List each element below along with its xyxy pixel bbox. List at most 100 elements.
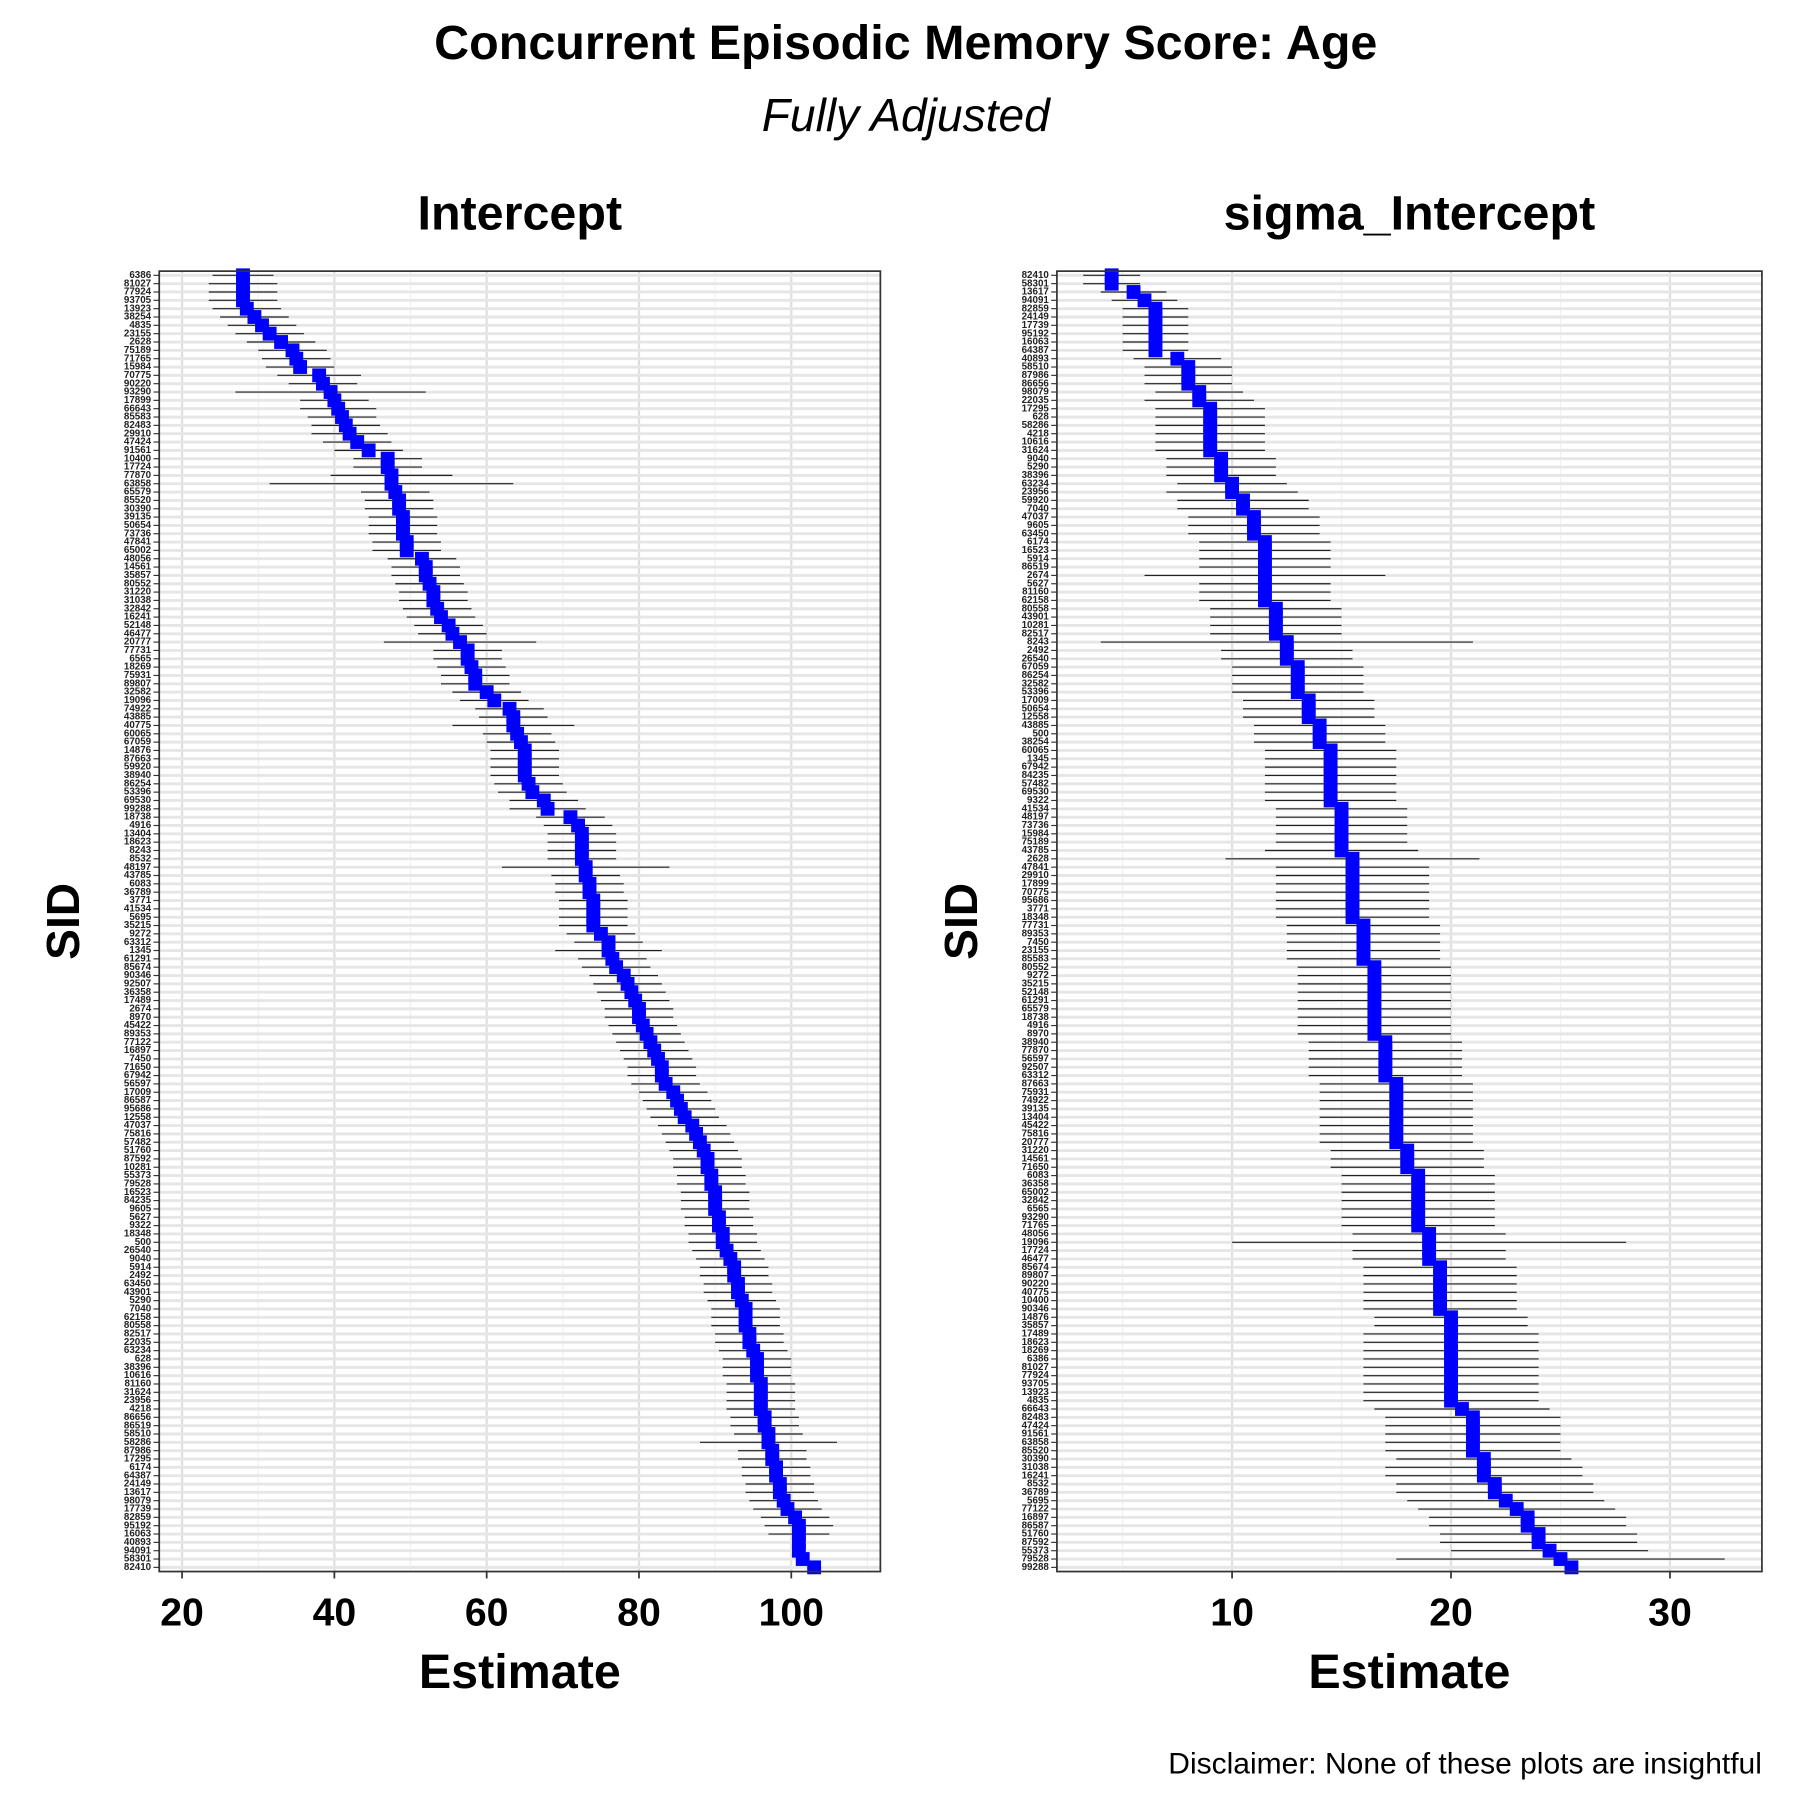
y-tick-label: 10281 [1022, 620, 1050, 631]
estimate-point [274, 335, 288, 349]
y-tick-label: 69530 [1022, 787, 1050, 798]
y-tick-label: 2674 [129, 1003, 151, 1014]
x-axis-label: Estimate [419, 1645, 621, 1699]
y-tick-label: 90220 [124, 378, 152, 389]
chart-subtitle: Fully Adjusted [762, 89, 1051, 141]
y-tick-label: 82410 [124, 1562, 152, 1573]
y-tick-label: 48197 [1022, 812, 1050, 823]
y-tick-label: 92507 [1022, 1062, 1050, 1073]
y-tick-label: 38396 [1022, 470, 1050, 481]
estimate-point [399, 543, 414, 558]
estimate-point [1290, 685, 1305, 700]
estimate-point [1257, 593, 1272, 608]
y-tick-label: 95686 [1022, 895, 1050, 906]
y-tick-label: 9040 [129, 1254, 151, 1265]
y-tick-label: 87592 [1022, 1537, 1050, 1548]
estimate-point [1487, 1485, 1502, 1500]
panel-border [1056, 270, 1763, 1573]
estimate-point [1247, 526, 1261, 541]
y-tick-label: 62158 [1022, 595, 1050, 606]
y-tick-label: 93705 [124, 295, 152, 306]
y-tick-label: 19096 [1022, 1237, 1050, 1248]
y-tick-label: 84235 [1022, 770, 1050, 781]
y-tick-label: 9322 [1027, 795, 1049, 806]
y-tick-label: 30390 [1022, 1454, 1050, 1465]
y-tick-label: 2492 [129, 1270, 151, 1281]
x-tick-label: 10 [1210, 1591, 1254, 1635]
y-tick-label: 89807 [1022, 1270, 1050, 1281]
y-tick-label: 23155 [124, 328, 152, 339]
y-tick-label: 64387 [124, 1470, 152, 1481]
y-tick-label: 10400 [1022, 1295, 1050, 1306]
y-tick-label: 12558 [1022, 712, 1050, 723]
y-tick-label: 63450 [124, 1279, 152, 1290]
y-tick-label: 60065 [124, 728, 152, 739]
estimate-point [1509, 1502, 1524, 1516]
y-tick-label: 62158 [124, 1312, 152, 1323]
y-tick-label: 5914 [1027, 553, 1049, 564]
y-tick-label: 92507 [124, 978, 152, 989]
y-tick-label: 4218 [129, 1404, 151, 1415]
y-tick-label: 77731 [124, 645, 152, 656]
estimate-point [1422, 1252, 1437, 1266]
y-tick-label: 2628 [1027, 853, 1049, 864]
y-tick-label: 82859 [1022, 303, 1050, 314]
y-tick-label: 39135 [1022, 1103, 1050, 1114]
y-tick-label: 85520 [124, 495, 152, 506]
y-tick-label: 36789 [124, 887, 152, 898]
y-tick-label: 19096 [124, 695, 152, 706]
y-tick-label: 500 [1032, 728, 1049, 739]
y-tick-label: 79528 [124, 1179, 152, 1190]
y-tick-label: 63858 [124, 478, 152, 489]
estimate-point [1389, 1135, 1404, 1150]
y-tick-label: 77122 [1022, 1504, 1050, 1515]
estimate-point [1279, 651, 1294, 666]
y-tick-label: 8532 [1027, 1479, 1049, 1490]
y-tick-label: 77924 [1022, 1370, 1050, 1381]
estimate-point [1542, 1543, 1557, 1558]
y-tick-label: 13404 [124, 828, 152, 839]
y-tick-label: 38940 [124, 770, 152, 781]
y-tick-label: 38254 [124, 312, 152, 323]
y-tick-label: 63450 [1022, 528, 1050, 539]
y-tick-label: 18738 [124, 812, 152, 823]
y-tick-label: 98079 [1022, 387, 1050, 398]
y-tick-label: 12558 [124, 1112, 152, 1123]
y-tick-label: 66643 [1022, 1404, 1050, 1415]
y-tick-label: 43885 [1022, 720, 1050, 731]
y-tick-label: 65002 [124, 545, 152, 556]
y-tick-label: 63234 [1022, 478, 1050, 489]
y-tick-label: 82483 [124, 420, 152, 431]
y-tick-label: 47037 [1022, 512, 1050, 523]
y-tick-label: 47037 [124, 1120, 152, 1131]
estimate-point [1170, 351, 1185, 366]
y-tick-label: 9040 [1027, 453, 1049, 464]
estimate-point [1476, 1468, 1491, 1483]
y-tick-label: 13923 [1022, 1387, 1050, 1398]
y-tick-label: 56597 [1022, 1053, 1050, 1064]
y-tick-label: 80552 [124, 578, 152, 589]
y-tick-label: 81027 [1022, 1362, 1050, 1373]
y-tick-label: 53396 [1022, 687, 1050, 698]
y-tick-label: 500 [135, 1237, 152, 1248]
y-tick-label: 85520 [1022, 1445, 1050, 1456]
y-tick-label: 95192 [124, 1520, 152, 1531]
y-tick-label: 64387 [1022, 345, 1050, 356]
y-tick-label: 57482 [1022, 778, 1050, 789]
y-tick-label: 85674 [124, 962, 152, 973]
y-tick-label: 17899 [124, 395, 152, 406]
y-tick-label: 77924 [124, 287, 152, 298]
y-tick-label: 60065 [1022, 745, 1050, 756]
x-tick-label: 40 [313, 1591, 357, 1635]
y-tick-label: 39135 [124, 512, 152, 523]
y-tick-label: 16523 [124, 1187, 152, 1198]
y-tick-label: 32842 [1022, 1195, 1050, 1206]
y-tick-label: 17724 [124, 462, 152, 473]
y-tick-label: 17739 [1022, 320, 1050, 331]
y-tick-label: 87986 [1022, 370, 1050, 381]
y-tick-label: 52148 [1022, 987, 1050, 998]
y-tick-label: 31038 [1022, 1462, 1050, 1473]
y-tick-label: 67059 [124, 737, 152, 748]
y-tick-label: 55373 [1022, 1545, 1050, 1556]
y-tick-label: 17489 [124, 995, 152, 1006]
